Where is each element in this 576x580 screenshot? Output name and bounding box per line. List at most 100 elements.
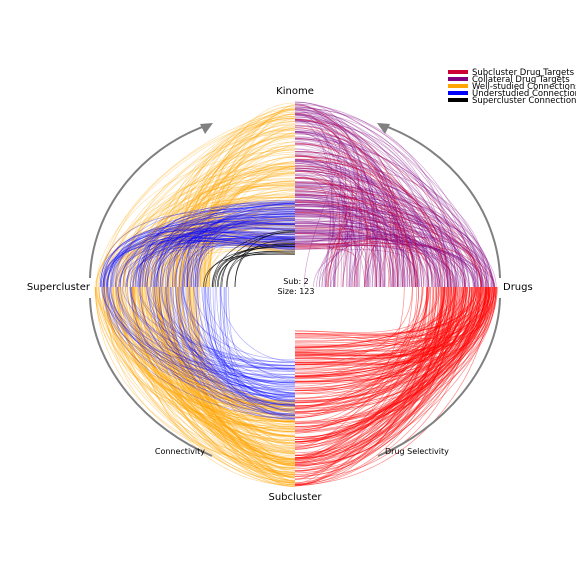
edge-drug-selectivity xyxy=(294,286,423,407)
edge-understudied xyxy=(126,210,296,288)
edge-collateral xyxy=(294,169,446,288)
edge-connectivity xyxy=(178,286,296,450)
edge-connectivity xyxy=(156,286,296,449)
edge-collateral xyxy=(294,220,370,288)
edge-drug-selectivity xyxy=(294,286,476,419)
edge-connectivity xyxy=(176,286,296,421)
edge-connectivity xyxy=(179,286,296,447)
edge-connectivity xyxy=(158,286,296,432)
edge-understudied xyxy=(132,215,296,288)
edge-connectivity xyxy=(186,286,296,405)
edge-connectivity xyxy=(125,286,296,409)
edge-well-studied xyxy=(177,172,296,288)
edge-drug-selectivity xyxy=(294,286,483,463)
edge-drug-selectivity xyxy=(294,286,461,483)
edge-understudied-connectivity xyxy=(103,286,296,388)
edge-well-studied xyxy=(161,121,296,288)
edge-drug-selectivity xyxy=(294,286,476,335)
edge-understudied-connectivity xyxy=(148,286,296,407)
edge-connectivity xyxy=(140,286,296,454)
edge-connectivity xyxy=(144,286,296,417)
edge-well-studied xyxy=(170,135,296,288)
edge-understudied-connectivity xyxy=(139,286,296,415)
edge-understudied xyxy=(187,213,296,288)
edge-supercluster xyxy=(203,253,296,288)
edge-collateral xyxy=(294,227,437,288)
edge-understudied-connectivity xyxy=(100,286,296,406)
edge-connectivity xyxy=(127,286,296,484)
edge-drug-selectivity xyxy=(294,286,470,417)
edge-well-studied xyxy=(164,213,296,288)
edge-understudied xyxy=(190,243,296,288)
edge-understudied-connectivity xyxy=(189,286,296,386)
edge-collateral xyxy=(294,232,486,288)
edge-well-studied xyxy=(126,168,296,288)
edge-drug-selectivity xyxy=(294,286,482,472)
edge-understudied-connectivity xyxy=(125,286,296,370)
edge-understudied-connectivity xyxy=(182,286,296,396)
edge-connectivity xyxy=(122,286,296,474)
edge-understudied-connectivity xyxy=(193,286,296,381)
edge-collateral xyxy=(294,162,400,288)
edge-understudied-connectivity xyxy=(208,286,296,395)
edge-understudied xyxy=(154,221,296,288)
edge-drug-selectivity xyxy=(294,286,466,460)
edge-connectivity xyxy=(98,286,296,413)
edge-connectivity xyxy=(94,286,296,475)
edge-connectivity xyxy=(121,286,296,427)
edge-drug-selectivity xyxy=(294,286,459,455)
edge-drug-selectivity xyxy=(294,286,496,415)
edge-well-studied xyxy=(180,127,296,288)
edge-drug-selectivity xyxy=(294,286,488,339)
edge-collateral xyxy=(294,215,441,288)
edge-drug-selectivity xyxy=(294,286,471,414)
edge-well-studied xyxy=(185,202,296,288)
edge-understudied xyxy=(134,246,296,288)
edge-understudied xyxy=(166,218,296,288)
edge-connectivity xyxy=(101,286,296,476)
edge-well-studied xyxy=(174,133,296,288)
edge-well-studied xyxy=(167,195,296,288)
edge-understudied xyxy=(99,230,296,288)
edge-understudied xyxy=(175,237,296,288)
edge-drug-selectivity xyxy=(294,286,486,438)
edge-understudied-connectivity xyxy=(228,286,296,370)
edge-drug-selectivity xyxy=(294,286,445,392)
edge-connectivity xyxy=(133,286,296,437)
edge-understudied xyxy=(144,224,296,288)
edge-drug-selectivity xyxy=(294,286,489,480)
edge-understudied-connectivity xyxy=(177,286,296,376)
edge-collateral xyxy=(294,191,492,288)
edge-collateral xyxy=(294,144,416,288)
edge-drug-selectivity xyxy=(294,286,488,363)
edge-collateral xyxy=(294,132,494,288)
edge-drug-selectivity xyxy=(294,286,429,377)
edge-connectivity xyxy=(97,286,296,410)
axis-label-right: Drugs xyxy=(503,282,533,293)
arrow-head-top-right xyxy=(377,123,390,134)
edge-understudied xyxy=(194,213,296,288)
edge-well-studied xyxy=(174,196,296,288)
edge-well-studied xyxy=(103,118,296,288)
edge-well-studied xyxy=(130,241,296,288)
center-sub-label: Sub: 2 xyxy=(283,277,309,286)
edge-collateral xyxy=(294,234,355,288)
edge-collateral xyxy=(294,205,394,288)
edge-connectivity xyxy=(119,286,296,475)
edge-drug-selectivity xyxy=(294,286,495,443)
edge-drug-selectivity xyxy=(294,286,496,465)
edge-connectivity xyxy=(126,286,296,463)
edge-connectivity xyxy=(157,286,296,453)
edge-drug-selectivity xyxy=(294,286,491,485)
edge-connectivity xyxy=(141,286,296,455)
edge-collateral xyxy=(294,224,355,288)
edge-well-studied xyxy=(107,115,296,288)
edge-drug-selectivity xyxy=(294,286,488,443)
edge-connectivity xyxy=(103,286,296,485)
edge-connectivity xyxy=(120,286,296,406)
edge-drug-selectivity xyxy=(294,286,487,457)
edge-understudied-connectivity xyxy=(101,286,296,416)
edge-connectivity xyxy=(157,286,296,463)
edge-connectivity xyxy=(105,286,296,487)
edge-understudied xyxy=(104,237,296,288)
